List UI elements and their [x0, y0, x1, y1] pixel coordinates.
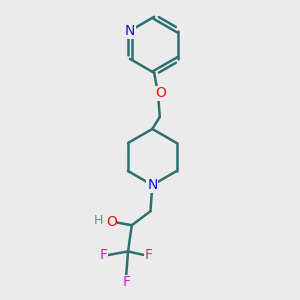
Text: F: F: [122, 275, 130, 289]
Text: N: N: [125, 24, 135, 38]
Text: H: H: [93, 214, 103, 227]
Text: F: F: [100, 248, 108, 262]
Text: F: F: [145, 248, 153, 262]
Text: N: N: [147, 178, 158, 192]
Text: O: O: [106, 214, 117, 229]
Text: O: O: [155, 86, 166, 100]
